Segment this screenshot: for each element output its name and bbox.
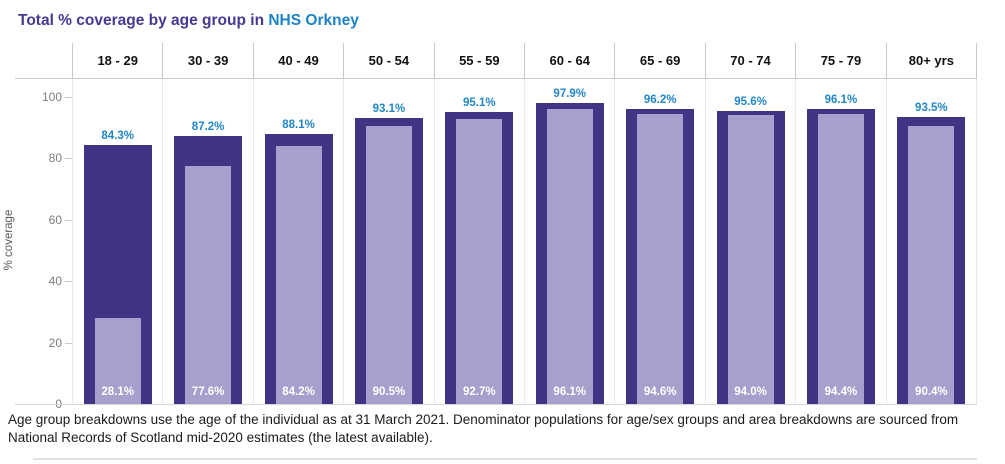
bar-inner-value-label: 96.1% (553, 386, 587, 398)
bar-inner[interactable] (456, 119, 503, 404)
bar-inner-value-label: 77.6% (191, 386, 225, 398)
chart-column: 88.1% 84.2% (252, 79, 343, 404)
chart-column: 97.9% 96.1% (524, 79, 614, 404)
header-divider-line (15, 78, 977, 79)
bar-outer-value-label: 93.1% (372, 103, 406, 116)
bar-inner[interactable] (94, 317, 141, 404)
y-axis-tick-label: 100 (41, 90, 62, 104)
bar-inner[interactable] (546, 108, 593, 404)
chart-column: 93.1% 90.5% (343, 79, 433, 404)
footnote-text: Age group breakdowns use the age of the … (8, 412, 959, 445)
y-axis-tick-label: 20 (48, 335, 62, 350)
age-group-header: 50 - 54 (343, 43, 433, 78)
bar-inner-value-label: 94.6% (643, 386, 677, 398)
bar-outer-value-label: 88.1% (282, 118, 315, 131)
bar-outer-value-label: 96.2% (643, 93, 677, 106)
bar-inner-value-label: 94.4% (824, 386, 858, 398)
y-axis-title: % coverage (3, 209, 15, 271)
bar-outer-value-label: 95.1% (463, 97, 496, 110)
age-group-header: 80+ yrs (885, 43, 978, 78)
bar-outer-value-label: 84.3% (101, 130, 134, 143)
bar-inner[interactable] (185, 165, 232, 404)
chart-column: 87.2% 77.6% (162, 79, 252, 404)
bar-inner[interactable] (727, 115, 774, 404)
y-axis-tick-label: 80 (48, 151, 62, 166)
age-group-header: 60 - 64 (524, 43, 614, 78)
bar-inner[interactable] (365, 126, 412, 404)
age-group-header: 18 - 29 (72, 43, 162, 78)
chart-title-area-name: NHS Orkney (268, 12, 359, 29)
bar-outer-value-label: 96.1% (824, 93, 858, 106)
age-group-header: 30 - 39 (162, 43, 252, 78)
age-group-header: 40 - 49 (252, 43, 343, 78)
chart-title-text: Total % coverage by age group in (18, 12, 269, 29)
chart-column: 93.5% 90.4% (885, 79, 978, 404)
age-group-header: 65 - 69 (614, 43, 704, 78)
chart-column: 84.3% 28.1% (72, 79, 162, 404)
age-group-header-row: 18 - 29 30 - 39 40 - 49 50 - 54 55 - 59 60 - … (72, 43, 978, 78)
bar-inner-value-label: 90.4% (915, 386, 948, 398)
chart-column: 96.1% 94.4% (795, 79, 885, 404)
bar-inner[interactable] (275, 145, 322, 404)
bar-inner-value-label: 90.5% (372, 386, 406, 398)
y-axis-tick-mark (65, 281, 72, 283)
chart-column: 96.2% 94.6% (614, 79, 704, 404)
plot-area: 84.3% 28.1% 87.2% 77.6% 88.1% 84.2% 93.1% 90.5%… (72, 79, 978, 404)
y-axis-tick-mark (65, 158, 72, 160)
y-axis-tick-label: 40 (48, 274, 62, 289)
y-axis-tick-mark (65, 342, 72, 344)
y-axis-tick-label: 60 (48, 212, 62, 227)
age-group-header: 75 - 79 (795, 43, 885, 78)
chart-column: 95.6% 94.0% (704, 79, 795, 404)
bar-inner[interactable] (637, 113, 684, 404)
bar-outer-value-label: 93.5% (915, 101, 948, 114)
bar-outer-value-label: 97.9% (553, 88, 587, 101)
x-axis-line (15, 404, 977, 405)
y-axis-tick-mark (65, 219, 72, 221)
bar-inner-value-label: 94.0% (734, 386, 767, 398)
bar-outer-value-label: 87.2% (191, 121, 225, 134)
bar-inner[interactable] (908, 126, 955, 404)
bar-inner-value-label: 84.2% (282, 386, 315, 398)
age-group-header: 55 - 59 (433, 43, 524, 78)
chart-column: 95.1% 92.7% (433, 79, 524, 404)
y-axis-tick-mark (65, 97, 72, 98)
age-group-header: 70 - 74 (704, 43, 795, 78)
bar-inner[interactable] (817, 114, 864, 404)
bar-outer-value-label: 95.6% (734, 95, 767, 108)
bar-inner-value-label: 28.1% (101, 386, 134, 398)
bottom-divider-line (33, 458, 977, 460)
chart-title: Total % coverage by age group in NHS Ork… (18, 12, 359, 30)
bar-inner-value-label: 92.7% (463, 386, 496, 398)
